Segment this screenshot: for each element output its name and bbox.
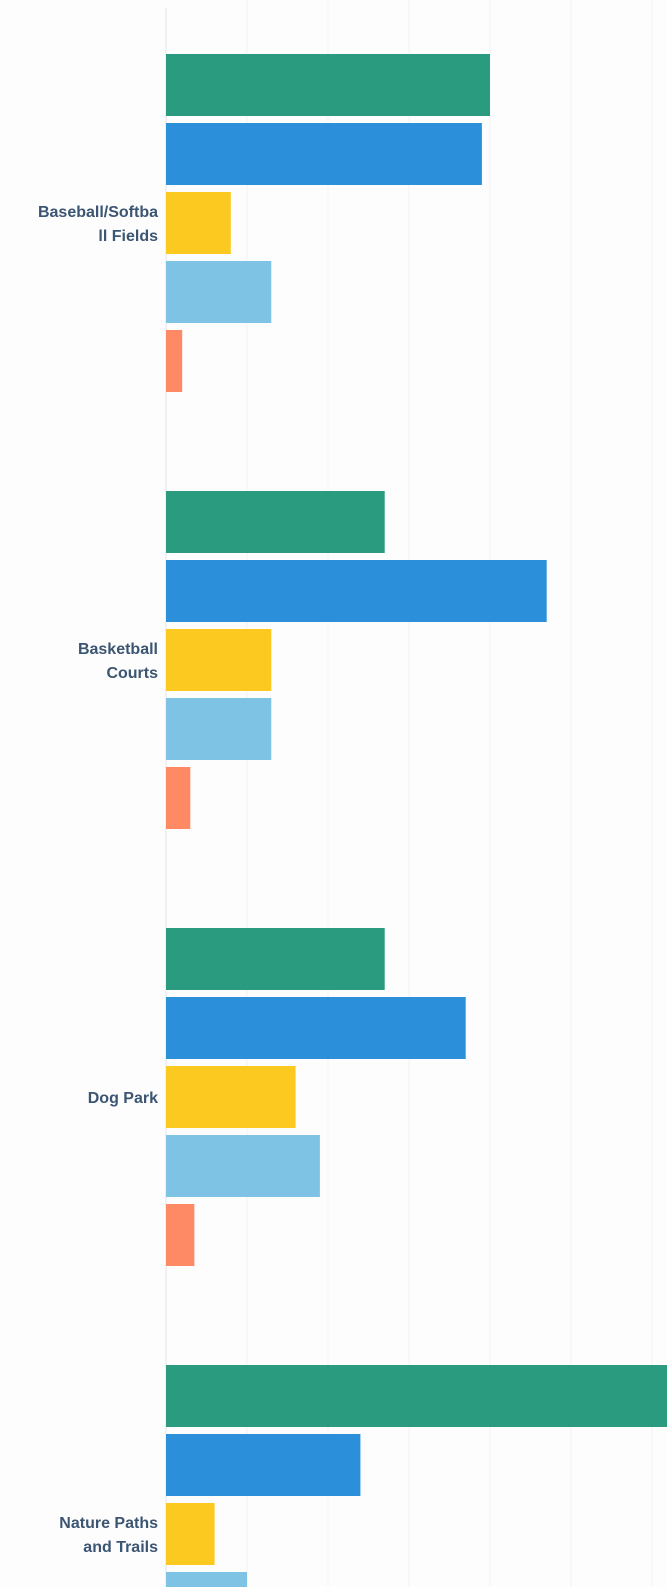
bar — [166, 54, 490, 116]
bar — [166, 997, 466, 1059]
category-label-line: Dog Park — [88, 1090, 158, 1107]
bar — [166, 491, 385, 553]
category-label: Nature Paths and Trails — [59, 1515, 158, 1556]
bar — [166, 123, 482, 185]
bar — [166, 1434, 361, 1496]
category-label-line: Courts — [106, 665, 158, 682]
bar — [166, 261, 272, 323]
category-label-line: ll Fields — [98, 228, 158, 245]
bar — [166, 629, 272, 691]
category-label-line: Nature Paths — [59, 1515, 158, 1532]
bar — [166, 1066, 296, 1128]
bar — [166, 1572, 247, 1587]
bar — [166, 1204, 195, 1266]
bar — [166, 1503, 215, 1565]
bar — [166, 767, 191, 829]
bar — [166, 192, 231, 254]
bar — [166, 698, 272, 760]
category-label: Basketball Courts — [78, 641, 158, 682]
category-label: Dog Park — [88, 1090, 158, 1107]
category-label: Baseball/Softba ll Fields — [38, 204, 158, 245]
category-label-line: and Trails — [83, 1539, 158, 1556]
category-label-line: Basketball — [78, 641, 158, 658]
bar — [166, 1135, 320, 1197]
category-label-line: Baseball/Softba — [38, 204, 158, 221]
bar — [166, 560, 547, 622]
bar — [166, 330, 183, 392]
bar — [166, 928, 385, 990]
bar — [166, 1365, 667, 1427]
